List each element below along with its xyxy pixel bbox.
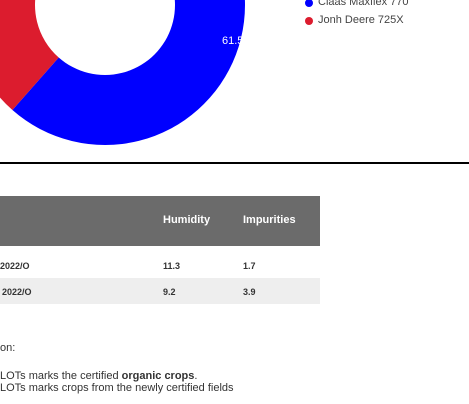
donut-slice: [12, 0, 245, 145]
note-text: LOTs marks the certified: [0, 370, 122, 382]
slice-label: 61.5%: [222, 35, 253, 47]
note-intro: on:: [0, 342, 16, 354]
note-line: LOTs marks the certified organic crops.: [0, 370, 197, 382]
cell: 2022/O: [0, 261, 30, 271]
note-line: LOTs marks crops from the newly certifie…: [0, 382, 234, 394]
cell: 2022/O: [2, 287, 32, 297]
cell: 3.9: [243, 287, 256, 297]
table-row-bg: [0, 278, 320, 304]
cell: 1.7: [243, 261, 256, 271]
divider: [0, 162, 469, 164]
donut-chart: 61.5%: [0, 0, 253, 145]
cell: 11.3: [163, 261, 181, 271]
header-cell: Impurities: [243, 214, 296, 226]
note-bold: organic crops: [121, 370, 195, 382]
donut-slice: [0, 0, 59, 111]
table-header: [0, 196, 320, 246]
legend-label: Claas Maxflex 770: [318, 0, 409, 8]
legend-dot: [305, 17, 313, 25]
legend-dot: [305, 0, 313, 7]
cell: 9.2: [163, 287, 176, 297]
header-cell: Humidity: [163, 214, 211, 226]
legend-label: Jonh Deere 725X: [318, 14, 404, 26]
note-text: .: [194, 370, 198, 382]
